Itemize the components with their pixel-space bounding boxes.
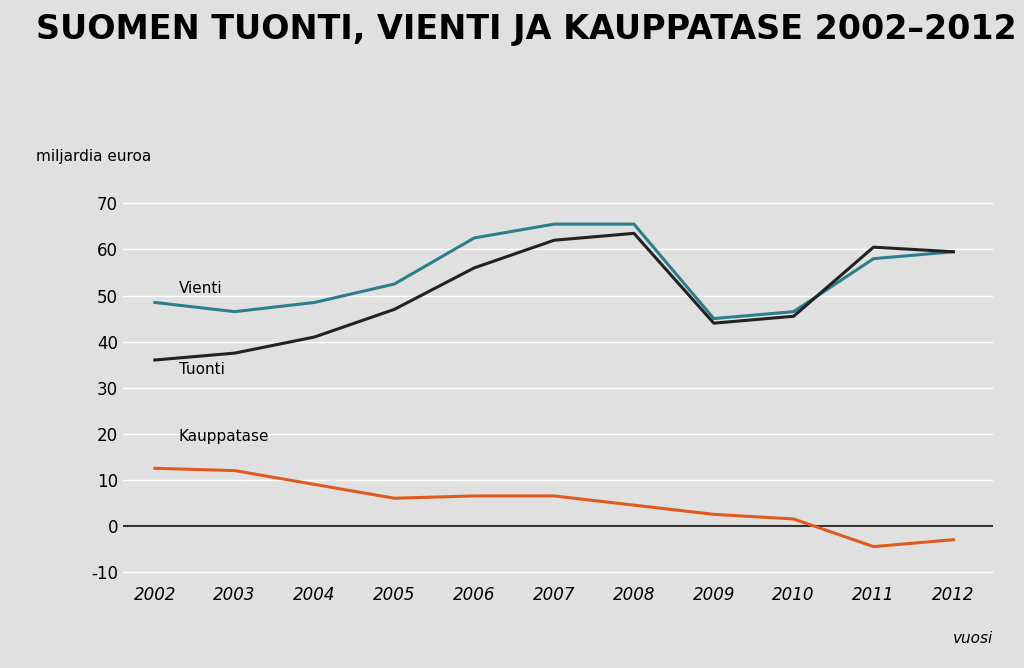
Text: Tuonti: Tuonti (179, 362, 224, 377)
Text: vuosi: vuosi (953, 631, 993, 646)
Text: miljardia euroa: miljardia euroa (36, 149, 152, 164)
Text: Kauppatase: Kauppatase (179, 429, 269, 444)
Text: Vienti: Vienti (179, 281, 222, 296)
Text: SUOMEN TUONTI, VIENTI JA KAUPPATASE 2002–2012: SUOMEN TUONTI, VIENTI JA KAUPPATASE 2002… (36, 13, 1017, 46)
